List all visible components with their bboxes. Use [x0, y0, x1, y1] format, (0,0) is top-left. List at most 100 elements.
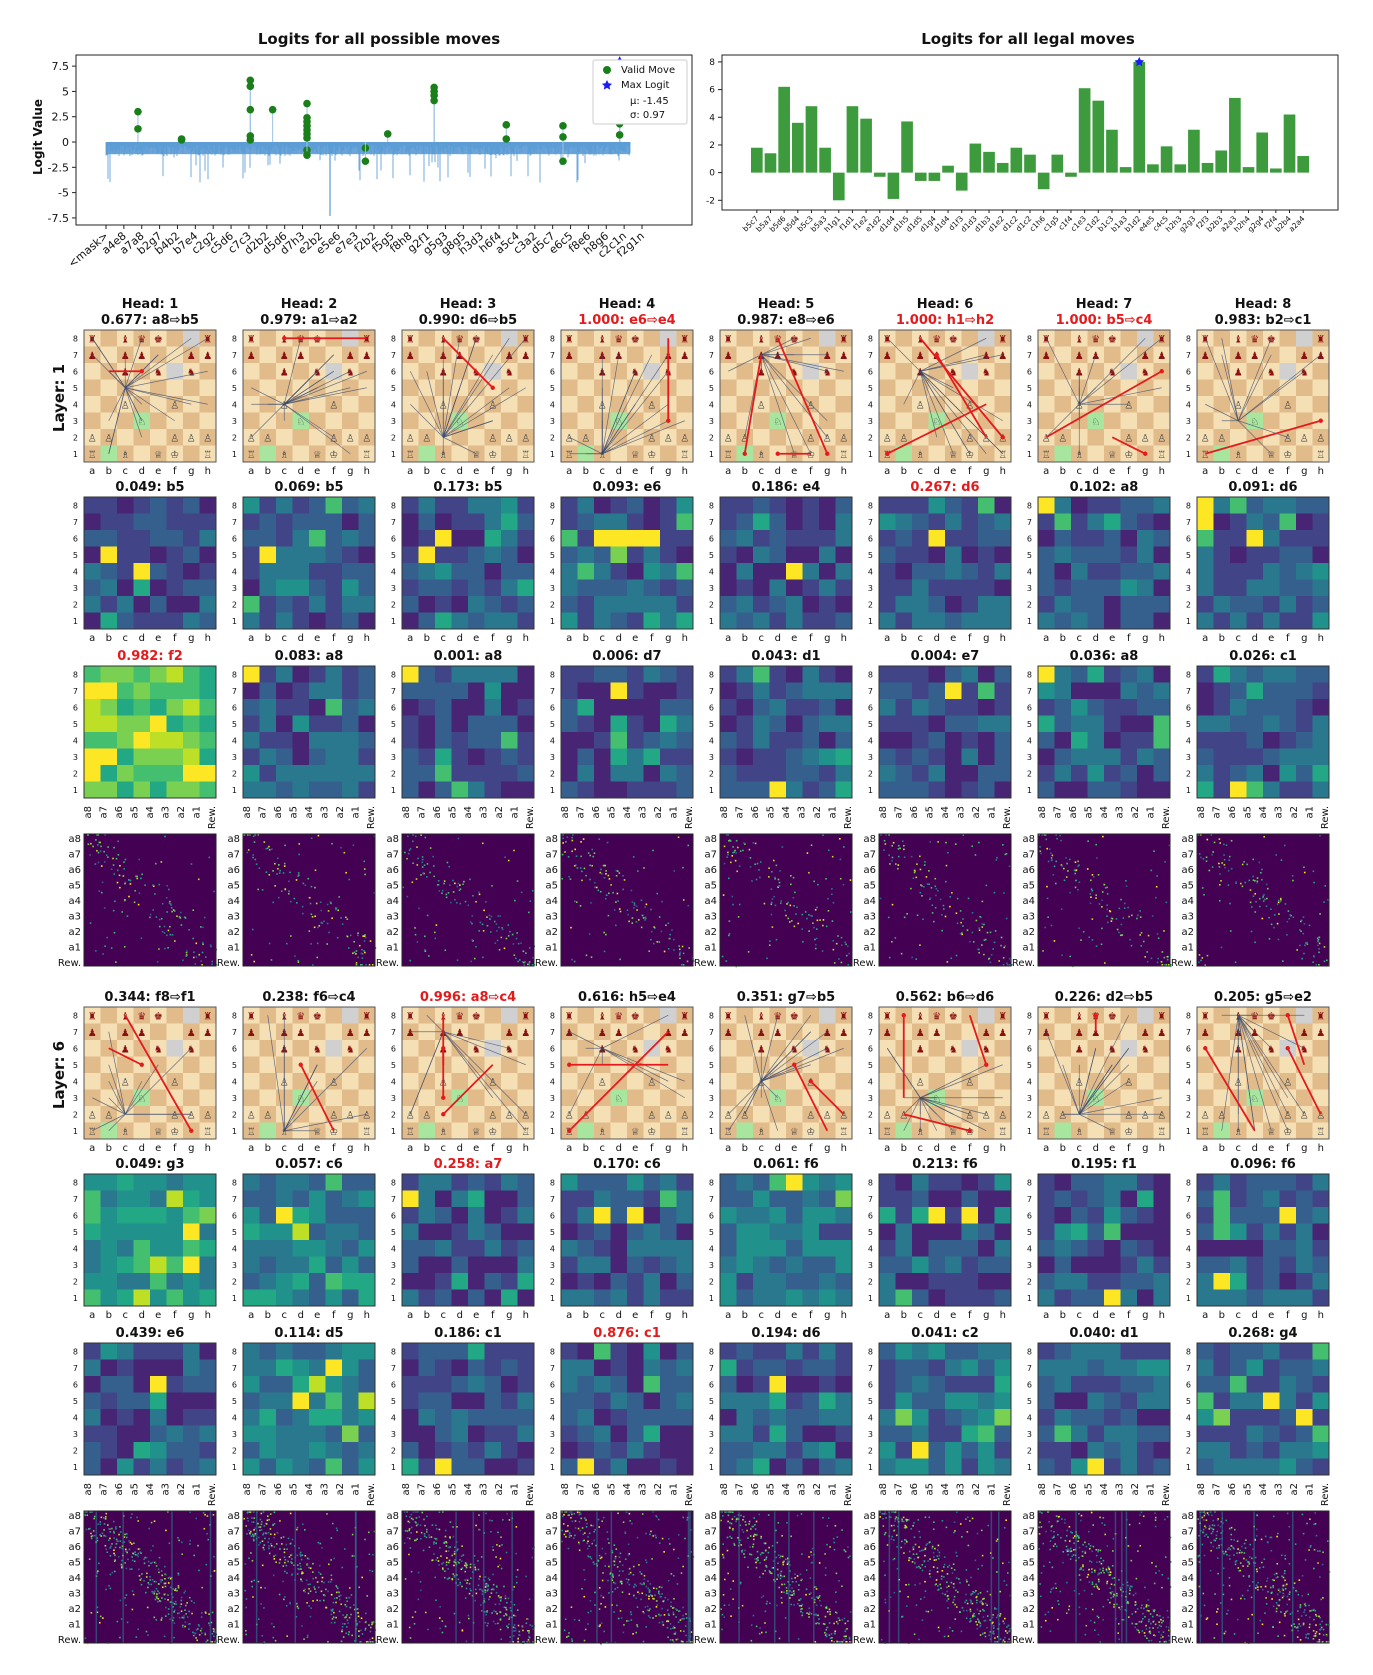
- heat-cell: [84, 546, 101, 564]
- seq-map-point: [271, 848, 273, 851]
- heat-cell: [1263, 612, 1280, 630]
- seq-map-point: [417, 857, 419, 860]
- chart-all-moves-frame: [75, 54, 693, 226]
- seq-map-point: [678, 954, 681, 956]
- board-square: [100, 396, 117, 413]
- seq-map-point: [922, 918, 924, 921]
- seq-map-point: [888, 854, 890, 856]
- seq-map-point: [444, 949, 447, 952]
- seq-tick-left: a2: [69, 927, 82, 938]
- heat-cell: [133, 579, 151, 597]
- seq-map-point: [112, 909, 115, 912]
- heat-cell: [610, 748, 628, 766]
- heat-cell: [769, 682, 787, 700]
- heat-cell: [100, 1223, 118, 1241]
- heat-cell: [451, 732, 469, 749]
- board-title: 0.979: a1⇨a2: [260, 313, 357, 328]
- seq-map-point: [1110, 920, 1113, 922]
- seq-map-point: [326, 922, 329, 925]
- board-square: [577, 379, 594, 396]
- heat-cell: [1120, 546, 1138, 564]
- heat-cell: [577, 732, 595, 749]
- heat-cell: [1312, 612, 1330, 630]
- heat-cell: [753, 732, 770, 749]
- heat-cell: [594, 765, 611, 782]
- heat-cell: [912, 579, 929, 597]
- heat-cell: [199, 513, 217, 531]
- seq-map-point: [491, 885, 493, 887]
- seq-tick-bottom: a4: [1099, 806, 1110, 819]
- seq-tick-bottom: a5: [448, 806, 459, 819]
- heat-cell: [643, 497, 661, 514]
- rank-label: 1: [1027, 617, 1032, 626]
- rank-label: 6: [73, 1044, 78, 1053]
- chess-piece: ♟: [406, 351, 415, 362]
- seq-map-point: [158, 925, 161, 928]
- seq-map-point: [1008, 865, 1011, 867]
- heat-cell: [325, 732, 343, 749]
- chess-piece: ♗: [1234, 450, 1243, 461]
- heat-cell: [1071, 513, 1088, 531]
- heat-cell: [577, 699, 595, 716]
- seq-map-point: [981, 926, 984, 928]
- heat-cell: [183, 579, 200, 597]
- layer-1-head-4: Head: 41.000: e6⇨e4♜♝♛♚♜♟♟♟♟♟♟♞♞♙♙♘♙♙♙♙♙…: [535, 297, 695, 969]
- seq-map-point: [833, 962, 836, 964]
- heat-cell: [769, 546, 787, 564]
- board-square: [276, 429, 293, 446]
- seq-map-point: [814, 938, 816, 941]
- rank-label: 8: [1186, 501, 1191, 510]
- heat-cell: [117, 530, 134, 547]
- seq-map-point: [531, 889, 534, 892]
- heat-cell: [100, 1273, 118, 1290]
- heat-cell: [183, 1343, 200, 1360]
- chess-piece: ♖: [88, 450, 97, 461]
- rank-label: 5: [709, 551, 714, 560]
- heat-cell: [133, 1343, 151, 1360]
- seq-map-point: [1123, 902, 1126, 905]
- file-label: e: [155, 633, 161, 644]
- seq-map-point: [100, 891, 103, 894]
- rank-label: 8: [73, 1347, 78, 1356]
- seq-map-point: [652, 942, 655, 945]
- seq-map-point: [828, 849, 830, 852]
- chess-piece: ♕: [154, 1127, 163, 1138]
- heat-cell: [835, 715, 853, 733]
- heat-cell: [342, 497, 359, 514]
- heat-cell: [994, 596, 1012, 613]
- heat-cell: [342, 579, 359, 597]
- heat-cell: [1153, 732, 1171, 749]
- seq-tick-bottom: Rew.: [1320, 806, 1331, 829]
- rank-label: 3: [1027, 584, 1032, 593]
- heat-cell: [84, 1174, 101, 1191]
- heat-cell: [358, 513, 376, 531]
- heat-cell: [418, 781, 436, 799]
- rank-label: 6: [709, 534, 714, 543]
- heat-cell: [1153, 715, 1171, 733]
- seq-map-point: [1046, 885, 1048, 888]
- seq-map-point: [993, 891, 996, 894]
- file-label: g: [1142, 633, 1148, 644]
- seq-map-point: [925, 876, 928, 878]
- seq-map-point: [591, 864, 593, 867]
- seq-map-point: [414, 835, 417, 838]
- seq-tick-bottom: a2: [176, 806, 187, 819]
- heat-cell: [1279, 666, 1297, 683]
- chess-piece: ♟: [121, 1028, 130, 1039]
- heat-cell: [1120, 732, 1138, 749]
- chess-piece: ♟: [505, 351, 514, 362]
- rank-label: 5: [391, 720, 396, 729]
- seq-map-point: [671, 929, 673, 931]
- seq-map-point: [505, 937, 508, 940]
- seq-map-point: [516, 880, 519, 882]
- layer-1-head-3: Head: 30.990: d6⇨b5♜♝♛♚♜♟♟♟♟♟♟♞♞♙♙♘♙♙♙♙♙…: [376, 297, 536, 969]
- heat-cell: [1213, 666, 1231, 683]
- file-label: e: [1268, 466, 1274, 477]
- seq-map-point: [268, 942, 271, 945]
- heat-cell: [994, 612, 1012, 630]
- chess-piece: ♕: [1267, 450, 1276, 461]
- heat-cell: [501, 765, 518, 782]
- seq-map-point: [832, 940, 835, 942]
